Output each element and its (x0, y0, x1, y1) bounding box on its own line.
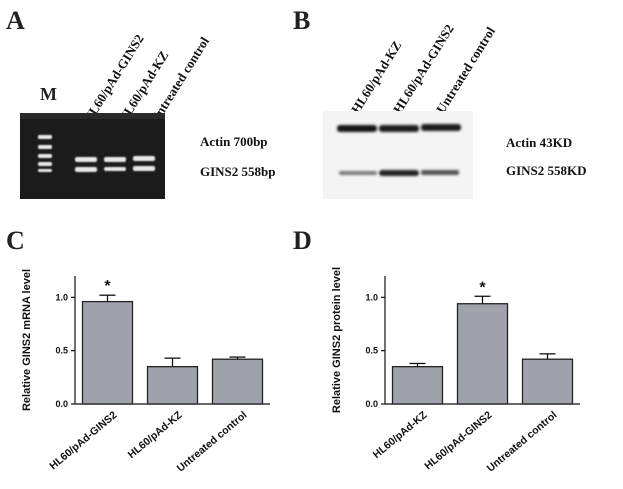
bar (211, 358, 264, 405)
category-label: HL60/pAd-KZ (126, 409, 185, 461)
bar (391, 366, 444, 405)
y-axis-label: Relative GINS2 mRNA level (21, 269, 33, 411)
y-tick-label: 0.5 (365, 346, 378, 356)
y-axis-label: Relative GINS2 protein level (331, 267, 343, 413)
bar (81, 300, 134, 405)
blot-b-band-label-actin: Actin 43KD (506, 135, 573, 150)
bar (146, 366, 199, 405)
marker-lane-label: M (40, 84, 57, 104)
panel-d-letter: D (293, 226, 312, 255)
significance-marker: * (104, 278, 111, 295)
bar (521, 358, 574, 405)
category-label: Untreated control (175, 409, 250, 474)
category-label: Untreated control (485, 409, 560, 474)
western-blot-image (323, 111, 473, 199)
category-label: HL60/pAd-GINS2 (47, 409, 119, 472)
gel-a-band-label-gins2: GINS2 558bp (200, 164, 276, 179)
y-tick-label: 1.0 (55, 292, 68, 302)
y-tick-label: 0.0 (365, 399, 378, 409)
category-label: HL60/pAd-GINS2 (422, 409, 494, 472)
y-tick-label: 0.5 (55, 346, 68, 356)
blot-b-band-label-gins2: GINS2 558KD (506, 163, 587, 178)
panel-b-letter: B (293, 6, 311, 35)
gel-a-band-label-actin: Actin 700bp (200, 134, 268, 149)
category-label: HL60/pAd-KZ (371, 409, 430, 461)
y-tick-label: 1.0 (365, 292, 378, 302)
agarose-gel-image (20, 113, 165, 199)
panel-c-letter: C (6, 226, 25, 255)
chart-d-protein: Relative GINS2 protein level 0.0 0.5 1.0 HL6… (310, 262, 610, 489)
panel-a-letter: A (6, 6, 25, 35)
chart-c-mrna: Relative GINS2 mRNA level 0.0 0.5 1.0 * HL60/… (0, 262, 300, 489)
bar (456, 303, 509, 405)
y-tick-label: 0.0 (55, 399, 68, 409)
significance-marker: * (479, 279, 486, 296)
